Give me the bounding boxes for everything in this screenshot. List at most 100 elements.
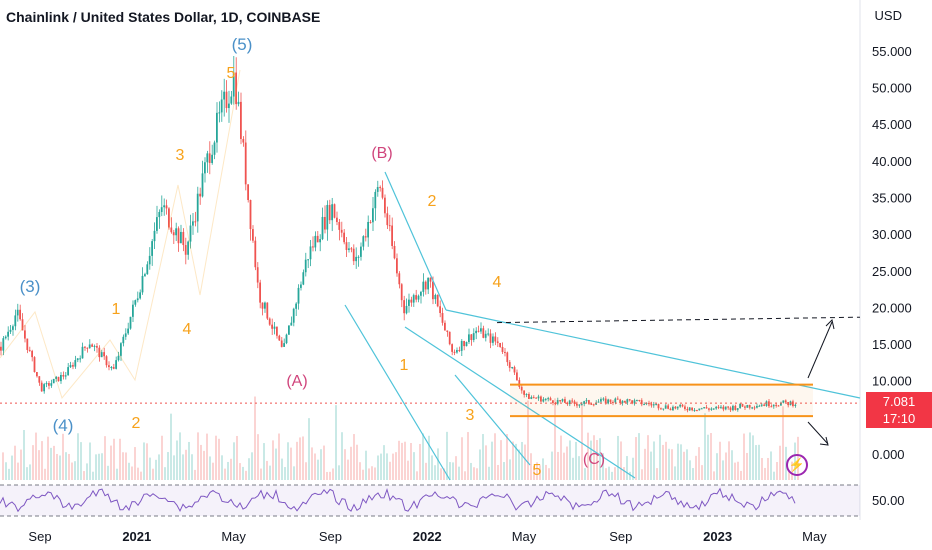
trend-line: [384, 171, 447, 311]
volume-bar: [254, 396, 256, 480]
volume-bar: [233, 442, 235, 480]
x-tick-label: 2022: [413, 529, 442, 544]
candle-body: [283, 343, 285, 347]
candle-body: [679, 404, 681, 407]
candle-body: [616, 398, 619, 400]
candle-body: [736, 408, 739, 410]
volume-bar: [20, 449, 22, 480]
volume-bar: [50, 447, 52, 480]
volume-bar: [326, 471, 328, 480]
volume-bar: [116, 468, 118, 480]
range-box: [510, 384, 813, 417]
volume-bar: [419, 443, 421, 480]
volume-bar: [368, 468, 370, 480]
volume-bar: [500, 440, 502, 480]
candle-body: [88, 344, 91, 349]
volume-bar: [86, 463, 88, 480]
candle-body: [319, 239, 321, 243]
volume-bar: [329, 471, 331, 480]
volume-bar: [377, 455, 379, 480]
volume-bar: [359, 462, 361, 480]
candle-body: [408, 299, 410, 306]
volume-bar: [5, 462, 7, 480]
volume-bar: [374, 467, 376, 480]
volume-bar: [89, 442, 91, 480]
candle-body: [583, 401, 585, 404]
candle-body: [326, 204, 329, 230]
volume-bar: [284, 467, 286, 480]
candle-body: [396, 258, 398, 274]
volume-bar: [581, 403, 583, 480]
candle-body: [204, 162, 206, 174]
volume-bar: [257, 434, 259, 480]
volume-bar: [188, 441, 190, 480]
volume-bar: [452, 462, 454, 480]
volume-bar: [614, 467, 616, 480]
y-tick-label: 50.000: [872, 81, 912, 96]
candle-body: [619, 399, 621, 404]
breakout-arrow: [807, 321, 833, 379]
candle-body: [338, 222, 341, 230]
volume-bar: [707, 434, 709, 480]
candle-body: [765, 401, 768, 406]
y-tick-label: 25.000: [872, 264, 912, 279]
candle-body: [348, 248, 350, 250]
candle-body: [81, 346, 84, 359]
volume-bar: [743, 433, 745, 480]
candle-body: [321, 216, 324, 240]
volume-bar: [311, 447, 313, 480]
volume-bar: [74, 461, 76, 480]
volume-bar: [698, 447, 700, 480]
volume-bar: [545, 464, 547, 480]
volume-bar: [296, 441, 298, 480]
candle-body: [748, 405, 751, 408]
volume-bar: [173, 455, 175, 480]
volume-bar: [515, 443, 517, 480]
candle-body: [43, 384, 45, 392]
candle-body: [636, 399, 638, 401]
candle-body: [429, 277, 432, 282]
candle-body: [156, 217, 158, 231]
candle-body: [230, 96, 233, 104]
candle-body: [492, 336, 494, 343]
volume-bar: [224, 468, 226, 480]
volume-bar: [2, 452, 4, 480]
wave-label: 1: [112, 301, 121, 318]
chart-title: Chainlink / United States Dollar, 1D, CO…: [6, 9, 321, 25]
candle-body: [487, 333, 489, 335]
candle-body: [780, 402, 782, 406]
candle-body: [110, 367, 113, 369]
candle-body: [297, 287, 300, 304]
volume-bar: [521, 441, 523, 480]
candle-body: [470, 334, 473, 341]
y-tick-label: 40.000: [872, 154, 912, 169]
candle-body: [225, 91, 228, 109]
volume-bar: [92, 471, 94, 480]
candle-body: [196, 193, 199, 222]
candle-body: [57, 376, 60, 382]
candle-body: [84, 346, 86, 348]
candle-body: [458, 350, 461, 352]
candle-body: [564, 399, 566, 403]
candle-body: [280, 340, 283, 347]
volume-bar: [62, 433, 64, 480]
candle-body: [14, 315, 17, 327]
volume-bar: [194, 469, 196, 480]
volume-bar: [473, 467, 475, 480]
candle-body: [362, 236, 365, 247]
candle-body: [55, 376, 57, 379]
volume-bar: [362, 469, 364, 480]
candle-body: [667, 405, 669, 409]
candle-body: [216, 112, 218, 143]
candle-body: [367, 221, 369, 238]
volume-bar: [527, 400, 529, 480]
volume-bar: [512, 441, 514, 480]
volume-bar: [143, 442, 145, 480]
lightning-icon[interactable]: ⚡: [786, 454, 808, 476]
candle-body: [412, 295, 415, 303]
candle-body: [535, 397, 537, 399]
candle-body: [328, 204, 331, 221]
wave-label: 4: [493, 274, 502, 291]
candle-body: [300, 284, 302, 288]
